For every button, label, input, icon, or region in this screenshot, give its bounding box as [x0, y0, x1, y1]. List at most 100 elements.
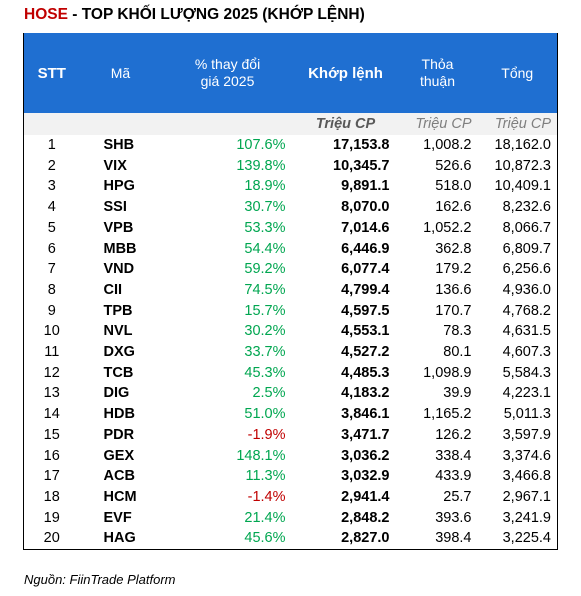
- row-stt: 6: [47, 240, 56, 257]
- table-row: 19 EVF 21.4% 2,848.2 393.6 3,241.9: [24, 508, 558, 529]
- row-thoa-thuan: 338.4: [435, 447, 472, 464]
- row-ticker: DIG: [103, 385, 130, 402]
- row-ticker: DXG: [103, 344, 135, 361]
- header-tt-line1: Thỏa: [421, 56, 454, 72]
- title-text: - TOP KHỐI LƯỢNG 2025 (KHỚP LỆNH): [67, 6, 365, 23]
- row-ticker: SHB: [103, 137, 135, 153]
- row-khop-lenh: 2,827.0: [293, 528, 398, 551]
- table-row: 11 DXG 33.7% 4,527.2 80.1 4,607.3: [24, 342, 558, 363]
- row-stt: 3: [47, 178, 56, 195]
- table-row: 15 PDR -1.9% 3,471.7 126.2 3,597.9: [24, 425, 558, 446]
- header-tong: Tổng: [477, 33, 558, 113]
- row-pct-change: 30.2%: [244, 323, 286, 340]
- row-ticker: EVF: [103, 509, 132, 526]
- row-tong: 8,066.7: [502, 219, 551, 236]
- unit-khop: Triệu CP: [293, 113, 398, 135]
- table-header-row: STT Mã % thay đổi giá 2025 Khớp lệnh Thỏa…: [23, 33, 558, 113]
- title-exchange: HOSE: [24, 6, 68, 23]
- table-row: 1 SHB 107.6% 17,153.8 1,008.2 18,162.0: [24, 135, 558, 156]
- row-pct-change: -1.9%: [247, 426, 286, 443]
- row-khop-lenh: 4,553.1: [341, 323, 390, 340]
- row-thoa-thuan: 526.6: [435, 157, 472, 174]
- row-khop-lenh: 4,183.2: [341, 385, 390, 402]
- row-ticker: ACB: [103, 468, 135, 485]
- table-row: 2 VIX 139.8% 10,345.7 526.6 10,872.3: [24, 156, 558, 177]
- row-thoa-thuan: 1,165.2: [423, 406, 472, 423]
- row-ticker: NVL: [103, 323, 133, 340]
- table-row: 7 VND 59.2% 6,077.4 179.2 6,256.6: [24, 259, 558, 280]
- row-khop-lenh: 8,070.0: [341, 199, 390, 216]
- row-stt: 18: [43, 488, 60, 505]
- table-row: 20 HAG 45.6% 2,827.0 398.4 3,225.4: [23, 528, 558, 551]
- row-tong: 3,597.9: [502, 426, 551, 443]
- row-pct-change: 30.7%: [244, 199, 286, 216]
- row-pct-change: 18.9%: [244, 178, 286, 195]
- row-khop-lenh: 3,471.7: [341, 426, 390, 443]
- row-tong: 5,584.3: [502, 364, 551, 381]
- row-ticker: VPB: [103, 219, 134, 236]
- row-stt: 2: [47, 157, 56, 174]
- row-pct-change: 2.5%: [252, 385, 286, 402]
- row-khop-lenh: 3,036.2: [341, 447, 390, 464]
- row-thoa-thuan: 136.6: [435, 281, 472, 298]
- row-thoa-thuan: 393.6: [435, 509, 472, 526]
- row-tong: 6,809.7: [502, 240, 551, 257]
- row-stt: 5: [47, 219, 56, 236]
- row-khop-lenh: 6,446.9: [341, 240, 390, 257]
- table-row: 13 DIG 2.5% 4,183.2 39.9 4,223.1: [24, 383, 558, 404]
- row-ticker: TCB: [103, 364, 134, 381]
- table-title: HOSE - TOP KHỐI LƯỢNG 2025 (KHỚP LỆNH): [24, 6, 365, 24]
- row-stt: 19: [43, 509, 60, 526]
- row-stt: 7: [47, 261, 56, 278]
- row-pct-change: 11.3%: [245, 468, 286, 485]
- row-pct-change: 45.3%: [244, 364, 286, 381]
- table-row: 3 HPG 18.9% 9,891.1 518.0 10,409.1: [24, 176, 558, 197]
- row-stt: 4: [47, 199, 56, 216]
- row-stt: 14: [43, 406, 60, 423]
- table-row: 12 TCB 45.3% 4,485.3 1,098.9 5,584.3: [24, 363, 558, 384]
- row-stt: 16: [43, 447, 60, 464]
- header-tt-line2: thuận: [419, 73, 456, 89]
- row-stt: 12: [43, 364, 60, 381]
- row-stt: 10: [43, 323, 60, 340]
- row-tong: 5,011.3: [503, 406, 551, 423]
- table-row: 17 ACB 11.3% 3,032.9 433.9 3,466.8: [24, 466, 558, 487]
- row-thoa-thuan: 1,098.9: [423, 364, 472, 381]
- row-stt: 20: [23, 528, 80, 551]
- row-ticker: HPG: [103, 178, 135, 195]
- row-tong: 18,162.0: [494, 137, 551, 153]
- row-tong: 10,409.1: [494, 178, 551, 195]
- unit-tong: Triệu CP: [477, 113, 558, 135]
- row-pct-change: 53.3%: [244, 219, 286, 236]
- row-khop-lenh: 6,077.4: [341, 261, 390, 278]
- row-thoa-thuan: 1,052.2: [423, 219, 472, 236]
- header-pct-change: % thay đổi giá 2025: [161, 33, 294, 113]
- row-ticker: SSI: [103, 199, 127, 216]
- row-stt: 13: [43, 385, 60, 402]
- row-pct-change: 107.6%: [236, 137, 286, 153]
- row-ticker: TPB: [103, 302, 133, 319]
- row-thoa-thuan: 433.9: [435, 468, 472, 485]
- header-thoa-thuan: Thỏa thuận: [397, 33, 478, 113]
- table-row: 8 CII 74.5% 4,799.4 136.6 4,936.0: [24, 280, 558, 301]
- row-tong: 6,256.6: [502, 261, 551, 278]
- table-row: 5 VPB 53.3% 7,014.6 1,052.2 8,066.7: [24, 218, 558, 239]
- row-khop-lenh: 2,848.2: [341, 509, 390, 526]
- row-tong: 4,223.1: [502, 385, 551, 402]
- row-thoa-thuan: 362.8: [435, 240, 472, 257]
- row-pct-change: 51.0%: [244, 406, 286, 423]
- table-row: 14 HDB 51.0% 3,846.1 1,165.2 5,011.3: [24, 404, 558, 425]
- row-khop-lenh: 10,345.7: [333, 157, 390, 174]
- row-tong: 4,631.5: [502, 323, 551, 340]
- table-row: 9 TPB 15.7% 4,597.5 170.7 4,768.2: [24, 301, 558, 322]
- row-tong: 4,936.0: [502, 281, 551, 298]
- row-pct-change: 139.8%: [236, 157, 286, 174]
- table-row: 4 SSI 30.7% 8,070.0 162.6 8,232.6: [24, 197, 558, 218]
- row-stt: 8: [47, 281, 56, 298]
- row-ticker: PDR: [103, 426, 135, 443]
- row-pct-change: -1.4%: [247, 488, 286, 505]
- row-khop-lenh: 9,891.1: [341, 178, 390, 195]
- header-pct-line2: giá 2025: [200, 73, 255, 89]
- row-khop-lenh: 4,597.5: [341, 302, 390, 319]
- top-volume-table: STT Mã % thay đổi giá 2025 Khớp lệnh Thỏa…: [23, 33, 558, 551]
